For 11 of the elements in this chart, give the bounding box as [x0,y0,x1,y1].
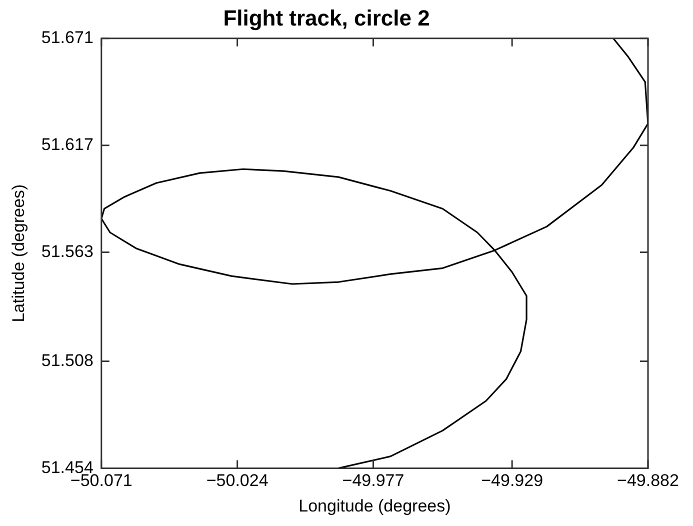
x-tick-label: −50.024 [206,471,268,490]
y-tick-label: 51.671 [41,28,94,48]
y-tick-label: 51.508 [41,350,94,370]
x-tick-label: −49.929 [481,471,544,490]
y-tick-label: 51.563 [41,242,94,261]
y-axis-title: Latitude (degrees) [8,184,28,322]
x-tick-label: −49.882 [617,471,679,490]
x-tick-label: −49.977 [342,471,404,490]
chart-title: Flight track, circle 2 [223,5,430,30]
y-tick-label: 51.617 [41,135,94,154]
x-axis-title: Longitude (degrees) [298,496,451,516]
